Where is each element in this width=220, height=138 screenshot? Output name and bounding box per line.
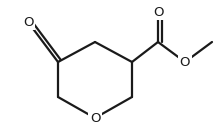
- Text: O: O: [90, 112, 100, 124]
- Text: O: O: [180, 55, 190, 68]
- Text: O: O: [23, 15, 33, 29]
- Text: O: O: [153, 6, 163, 18]
